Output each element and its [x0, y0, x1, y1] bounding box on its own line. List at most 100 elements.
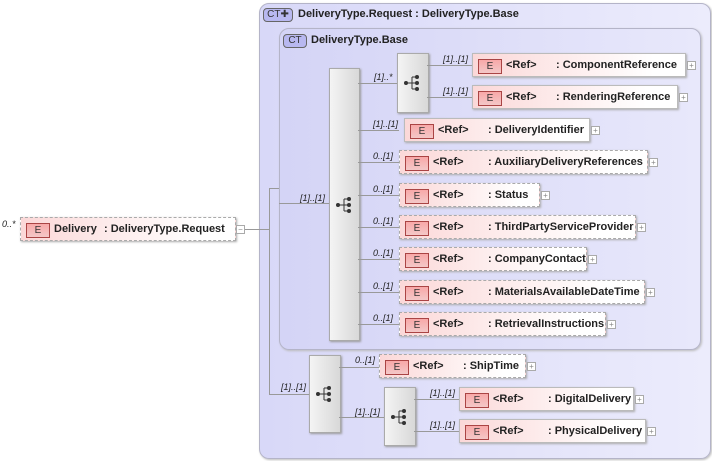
connector	[279, 203, 329, 204]
element-retrievalinstructions[interactable]: E <Ref>: RetrievalInstructions	[399, 312, 606, 336]
cardinality-label: [1]..[1]	[355, 407, 381, 417]
inner-type-title: DeliveryType.Base	[311, 34, 409, 46]
connector	[427, 97, 472, 98]
sequence-compositor[interactable]	[329, 68, 360, 341]
element-icon: E	[405, 156, 429, 171]
collapse-icon[interactable]: −	[236, 225, 245, 234]
element-auxiliarydeliveryreferences[interactable]: E <Ref> : AuxiliaryDeliveryReferences	[399, 150, 648, 174]
element-ref: <Ref>	[433, 253, 464, 265]
element-thirdpartyserviceprovider[interactable]: E <Ref> : ThirdPartyServiceProvider	[399, 215, 636, 239]
outer-type-title: DeliveryType.Request : DeliveryType.Base	[298, 8, 519, 20]
element-icon: E	[478, 59, 502, 74]
connector	[358, 162, 399, 163]
expand-icon[interactable]: +	[647, 427, 656, 436]
element-ref: <Ref>	[493, 425, 524, 437]
element-companycontact[interactable]: E <Ref> : CompanyContact	[399, 247, 587, 271]
connector	[339, 367, 379, 368]
cardinality-label: 0..[1]	[355, 355, 376, 365]
element-deliveryidentifier[interactable]: E <Ref> : DeliveryIdentifier	[404, 118, 590, 142]
element-ref: <Ref>	[433, 221, 464, 233]
expand-icon[interactable]: +	[635, 395, 644, 404]
element-type: : DeliveryIdentifier	[488, 124, 584, 136]
element-materialsavailabledatetime[interactable]: E <Ref> : MaterialsAvailableDateTime	[399, 280, 645, 304]
element-ref: <Ref>	[506, 59, 537, 71]
element-status[interactable]: E <Ref> : Status	[399, 183, 540, 207]
element-icon: E	[385, 360, 409, 375]
cardinality-label: [1]..[1]	[443, 54, 469, 64]
element-ref: <Ref>	[433, 189, 464, 201]
connector	[358, 324, 399, 325]
element-type: : RenderingReference	[556, 91, 671, 103]
element-icon: E	[410, 124, 434, 139]
element-ref: <Ref>	[506, 91, 537, 103]
cardinality-label: [1]..[1]	[443, 86, 469, 96]
element-icon: E	[405, 221, 429, 236]
expand-icon[interactable]: +	[527, 362, 536, 371]
expand-icon[interactable]: +	[687, 61, 696, 70]
cardinality-label: [1]..[1]	[430, 420, 456, 430]
element-ref: <Ref>	[433, 286, 464, 298]
element-type: : DeliveryType.Request	[104, 223, 225, 235]
cardinality-label: 0..[1]	[373, 151, 394, 161]
cardinality-label: [1]..[1]	[373, 119, 399, 129]
expand-icon[interactable]: +	[649, 158, 658, 167]
connector	[269, 394, 309, 395]
element-renderingreference[interactable]: E <Ref> : RenderingReference	[472, 85, 678, 109]
expand-icon[interactable]: +	[591, 126, 600, 135]
element-type: : ThirdPartyServiceProvider	[488, 221, 634, 233]
element-type: : DigitalDelivery	[548, 393, 632, 405]
expand-icon[interactable]: +	[646, 288, 655, 297]
element-digitaldelivery[interactable]: E <Ref> : DigitalDelivery	[459, 387, 634, 411]
element-icon: E	[405, 189, 429, 204]
element-ref: <Ref>	[433, 156, 464, 168]
element-delivery[interactable]: E Delivery : DeliveryType.Request	[20, 217, 236, 241]
element-icon: E	[405, 253, 429, 268]
element-icon: E	[405, 318, 429, 333]
cardinality-label: 0..[1]	[373, 216, 394, 226]
connector	[414, 431, 459, 432]
element-type: : AuxiliaryDeliveryReferences	[488, 156, 643, 168]
sequence-compositor[interactable]	[309, 355, 341, 433]
element-type: : Status	[488, 189, 529, 201]
connector	[358, 292, 399, 293]
cardinality-label: 0..[1]	[373, 281, 394, 291]
element-physicaldelivery[interactable]: E <Ref> : PhysicalDelivery	[459, 419, 646, 443]
base-cardinality: [1]..[1]	[300, 193, 326, 203]
expand-icon[interactable]: +	[607, 320, 616, 329]
connector	[358, 259, 399, 260]
connector	[427, 65, 472, 66]
cardinality-label: 0..[1]	[373, 313, 394, 323]
element-ref: <Ref>	[413, 360, 444, 372]
element-icon: E	[26, 223, 50, 238]
connector	[358, 227, 399, 228]
connector	[269, 188, 279, 189]
expand-icon[interactable]: +	[637, 223, 646, 232]
cardinality-label: 0..[1]	[373, 248, 394, 258]
element-type: : MaterialsAvailableDateTime	[488, 286, 640, 298]
connector	[269, 188, 270, 395]
expand-icon[interactable]: +	[588, 255, 597, 264]
expand-icon[interactable]: +	[541, 191, 550, 200]
complex-type-extension-badge: CT✚	[263, 8, 293, 22]
sequence-compositor[interactable]	[384, 387, 416, 446]
connector	[414, 399, 459, 400]
connector	[339, 417, 384, 418]
element-icon: E	[465, 425, 489, 440]
element-ref: <Ref>	[438, 124, 469, 136]
expand-icon[interactable]: +	[679, 93, 688, 102]
element-icon: E	[405, 286, 429, 301]
ext-cardinality: [1]..[1]	[281, 382, 307, 392]
element-type: : CompanyContact	[488, 253, 586, 265]
complex-type-badge: CT	[283, 34, 307, 48]
element-ref: <Ref>	[493, 393, 524, 405]
sequence-compositor[interactable]	[397, 53, 429, 113]
element-componentreference[interactable]: E <Ref>: ComponentReference	[472, 53, 686, 77]
element-icon: E	[478, 91, 502, 106]
element-icon: E	[465, 393, 489, 408]
element-type: : PhysicalDelivery	[548, 425, 643, 437]
element-type: : ShipTime	[463, 360, 520, 372]
cardinality-label: [1]..*	[374, 72, 393, 82]
connector	[245, 229, 269, 230]
element-ref: <Ref>	[433, 318, 464, 330]
element-shiptime[interactable]: E <Ref> : ShipTime	[379, 354, 526, 378]
